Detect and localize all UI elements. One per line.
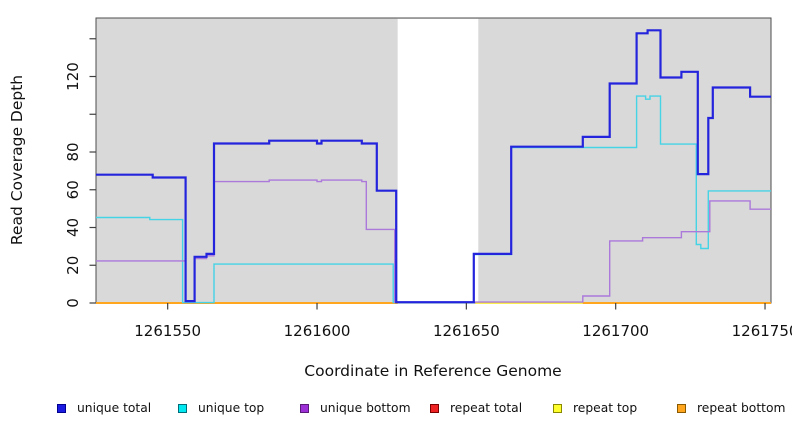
y-tick-label: 80 — [64, 142, 82, 161]
y-tick-label: 0 — [64, 298, 82, 308]
y-tick-label: 120 — [64, 62, 82, 91]
masked-gap-region — [397, 18, 479, 304]
x-axis-title: Coordinate in Reference Genome — [304, 362, 561, 380]
legend-label: unique total — [77, 401, 152, 415]
legend-label: unique top — [198, 401, 265, 415]
legend-label: repeat total — [450, 401, 523, 415]
legend-item-unique-bottom: unique bottom — [300, 397, 411, 419]
legend-item-unique-total: unique total — [57, 397, 151, 419]
plot-series — [96, 29, 771, 304]
coverage-plot: 1261550 1261600 1261650 1261700 1261750 0 20 40… — [8, 17, 792, 380]
legend-item-repeat-total: repeat total — [430, 397, 522, 419]
legend-swatch-icon — [430, 403, 439, 413]
y-axis-title: Read Coverage Depth — [8, 75, 26, 245]
legend-item-repeat-top: repeat top — [553, 397, 637, 419]
y-tick-label: 60 — [64, 180, 82, 199]
legend-item-unique-top: unique top — [178, 397, 264, 419]
x-tick-label: 1261600 — [284, 322, 351, 340]
plot-axes: 1261550 1261600 1261650 1261700 1261750 0 20 40… — [64, 38, 792, 340]
legend-label: repeat top — [573, 401, 638, 415]
series-line-unique-total — [96, 29, 771, 304]
legend-swatch-icon — [553, 403, 562, 413]
legend-swatch-icon — [178, 403, 187, 413]
series-line-unique-top — [96, 95, 771, 304]
legend-swatch-icon — [300, 403, 309, 413]
legend: unique total unique top unique bottom repea… — [0, 397, 792, 423]
x-tick-label: 1261750 — [732, 322, 792, 340]
x-tick-label: 1261700 — [582, 322, 649, 340]
legend-swatch-icon — [57, 403, 66, 413]
plot-area — [95, 17, 772, 304]
x-tick-label: 1261650 — [433, 322, 500, 340]
y-tick-label: 40 — [64, 218, 82, 237]
legend-label: repeat bottom — [697, 401, 786, 415]
legend-label: unique bottom — [320, 401, 411, 415]
x-tick-label: 1261550 — [134, 322, 201, 340]
y-tick-label: 20 — [64, 256, 82, 275]
legend-item-repeat-bottom: repeat bottom — [677, 397, 785, 419]
legend-swatch-icon — [677, 403, 686, 413]
